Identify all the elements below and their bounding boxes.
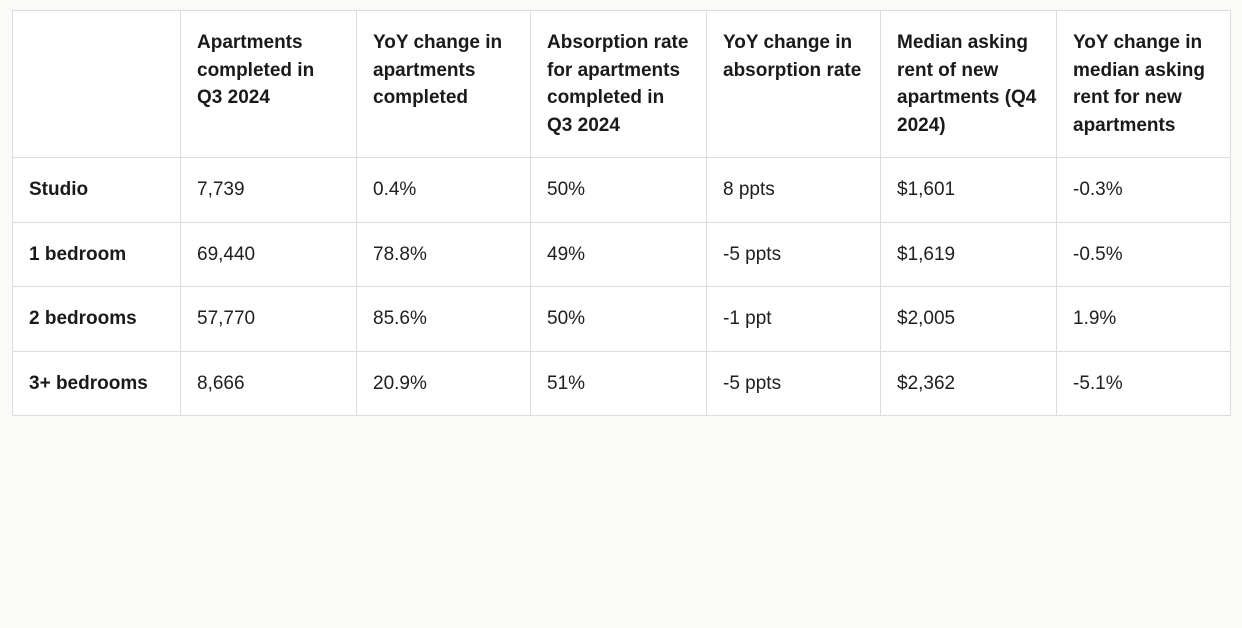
table-cell: -5 ppts	[707, 351, 881, 416]
table-cell: $1,601	[881, 158, 1057, 223]
table-cell: $2,362	[881, 351, 1057, 416]
table-cell: 50%	[531, 158, 707, 223]
table-cell: $2,005	[881, 287, 1057, 352]
col-header-absorption-rate: Absorption rate for apartments completed…	[531, 11, 707, 158]
row-label-2-bedrooms: 2 bedrooms	[13, 287, 181, 352]
table-cell: 50%	[531, 287, 707, 352]
col-header-yoy-median-rent: YoY change in median asking rent for new…	[1057, 11, 1231, 158]
table-cell: 8,666	[181, 351, 357, 416]
table-corner-cell	[13, 11, 181, 158]
table-cell: 49%	[531, 222, 707, 287]
table-cell: -0.3%	[1057, 158, 1231, 223]
table-cell: 57,770	[181, 287, 357, 352]
row-label-studio: Studio	[13, 158, 181, 223]
table-container: Apartments completed in Q3 2024 YoY chan…	[0, 0, 1242, 426]
table-cell: 0.4%	[357, 158, 531, 223]
table-cell: 51%	[531, 351, 707, 416]
table-cell: 69,440	[181, 222, 357, 287]
col-header-apartments-completed: Apartments completed in Q3 2024	[181, 11, 357, 158]
apartments-data-table: Apartments completed in Q3 2024 YoY chan…	[12, 10, 1231, 416]
table-cell: 1.9%	[1057, 287, 1231, 352]
table-header-row: Apartments completed in Q3 2024 YoY chan…	[13, 11, 1231, 158]
col-header-median-rent: Median asking rent of new apartments (Q4…	[881, 11, 1057, 158]
table-cell: 7,739	[181, 158, 357, 223]
table-cell: 78.8%	[357, 222, 531, 287]
table-cell: 85.6%	[357, 287, 531, 352]
table-cell: -0.5%	[1057, 222, 1231, 287]
table-cell: -5 ppts	[707, 222, 881, 287]
table-row: Studio 7,739 0.4% 50% 8 ppts $1,601 -0.3…	[13, 158, 1231, 223]
col-header-yoy-absorption: YoY change in absorption rate	[707, 11, 881, 158]
row-label-3plus-bedrooms: 3+ bedrooms	[13, 351, 181, 416]
table-cell: -1 ppt	[707, 287, 881, 352]
table-cell: 20.9%	[357, 351, 531, 416]
col-header-yoy-apartments: YoY change in apartments completed	[357, 11, 531, 158]
row-label-1-bedroom: 1 bedroom	[13, 222, 181, 287]
table-cell: $1,619	[881, 222, 1057, 287]
table-row: 1 bedroom 69,440 78.8% 49% -5 ppts $1,61…	[13, 222, 1231, 287]
table-cell: 8 ppts	[707, 158, 881, 223]
table-row: 3+ bedrooms 8,666 20.9% 51% -5 ppts $2,3…	[13, 351, 1231, 416]
table-row: 2 bedrooms 57,770 85.6% 50% -1 ppt $2,00…	[13, 287, 1231, 352]
table-cell: -5.1%	[1057, 351, 1231, 416]
